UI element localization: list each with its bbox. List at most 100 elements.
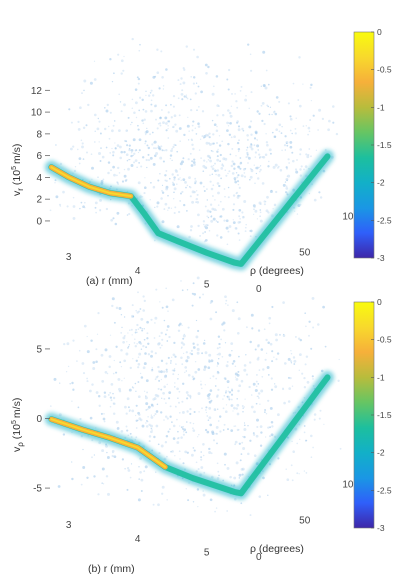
cloud-point (320, 369, 324, 373)
cloud-point (236, 398, 238, 400)
cloud-point (59, 162, 63, 166)
cloud-point (198, 433, 200, 436)
cloud-point (174, 455, 176, 457)
cloud-point (125, 140, 128, 143)
cloud-point (206, 415, 209, 417)
cloud-point (243, 406, 245, 408)
cloud-point (173, 176, 176, 179)
cloud-point (250, 147, 254, 151)
cloud-point (149, 156, 153, 160)
cloud-point (137, 419, 139, 421)
cloud-point (168, 335, 171, 339)
cloud-point (229, 114, 233, 118)
cloud-point (159, 116, 162, 120)
cloud-point (235, 192, 238, 195)
cloud-point (107, 492, 110, 496)
cloud-point (250, 313, 254, 317)
cloud-point (184, 371, 186, 374)
cloud-point (136, 331, 138, 334)
cloud-point (246, 326, 248, 329)
cloud-point (257, 383, 260, 385)
cloud-point (294, 128, 297, 130)
cloud-point (179, 199, 182, 202)
cloud-point (231, 147, 234, 150)
cloud-point (122, 69, 125, 72)
cloud-point (172, 353, 176, 357)
cloud-point (309, 86, 312, 89)
cloud-point (131, 121, 133, 124)
cloud-point (230, 429, 234, 432)
cloud-point (210, 359, 214, 363)
cloud-point (173, 211, 176, 215)
cloud-point (154, 352, 157, 355)
cloud-point (113, 120, 116, 122)
cloud-point (299, 338, 303, 342)
cloud-point (217, 388, 220, 391)
cloud-point (198, 296, 201, 299)
cloud-point (202, 490, 204, 492)
cloud-point (253, 205, 256, 209)
cloud-point (86, 350, 90, 354)
cloud-point (218, 184, 221, 188)
cloud-point (221, 207, 225, 211)
cloud-point (332, 105, 335, 108)
cloud-point (285, 187, 289, 190)
cloud-point (167, 125, 169, 127)
cloud-point (305, 325, 307, 328)
cloud-point (223, 423, 226, 426)
cloud-point (165, 104, 168, 107)
cloud-point (253, 137, 257, 140)
cloud-point (135, 359, 138, 362)
cloud-point (140, 348, 143, 350)
cloud-point (57, 485, 61, 488)
cloud-point (165, 68, 168, 71)
cloud-point (231, 172, 235, 175)
cloud-point (323, 423, 325, 426)
cloud-point (137, 291, 139, 294)
cloud-point (196, 109, 198, 111)
cloud-point (269, 152, 272, 155)
cloud-point (192, 346, 196, 349)
cloud-point (71, 400, 73, 402)
cloud-point (219, 236, 223, 239)
cloud-point (147, 342, 150, 345)
cloud-point (241, 473, 244, 476)
cloud-point (100, 147, 102, 149)
cloud-point (264, 409, 267, 411)
cloud-point (142, 344, 145, 348)
cloud-point (243, 428, 247, 431)
cloud-point (295, 170, 299, 174)
cloud-point (197, 467, 200, 471)
cloud-point (235, 172, 238, 174)
cloud-point (195, 197, 199, 201)
cloud-point (173, 114, 177, 118)
cloud-point (131, 409, 135, 413)
cloud-point (176, 150, 179, 153)
cloud-point (281, 149, 283, 152)
cloud-point (145, 419, 148, 422)
cloud-point (204, 351, 208, 355)
cloud-point (205, 141, 209, 145)
z-tick-label: 50 (299, 248, 311, 259)
cloud-point (147, 153, 150, 156)
cloud-point (208, 230, 211, 232)
cloud-point (143, 192, 146, 195)
cloud-point (299, 153, 302, 156)
cloud-point (79, 207, 81, 210)
cloud-point (101, 155, 105, 159)
cloud-point (182, 352, 185, 355)
cloud-point (203, 189, 206, 193)
cloud-point (144, 142, 146, 145)
cloud-point (243, 175, 247, 178)
cloud-point (49, 405, 52, 407)
cloud-point (109, 396, 113, 399)
cloud-point (161, 184, 164, 187)
panel-a-density-ridge (44, 149, 334, 271)
cloud-point (266, 195, 269, 199)
cloud-point (270, 388, 274, 391)
cloud-point (308, 320, 311, 323)
cloud-point (55, 195, 59, 199)
cloud-point (84, 206, 86, 209)
cloud-point (252, 432, 255, 435)
cloud-point (144, 465, 148, 469)
